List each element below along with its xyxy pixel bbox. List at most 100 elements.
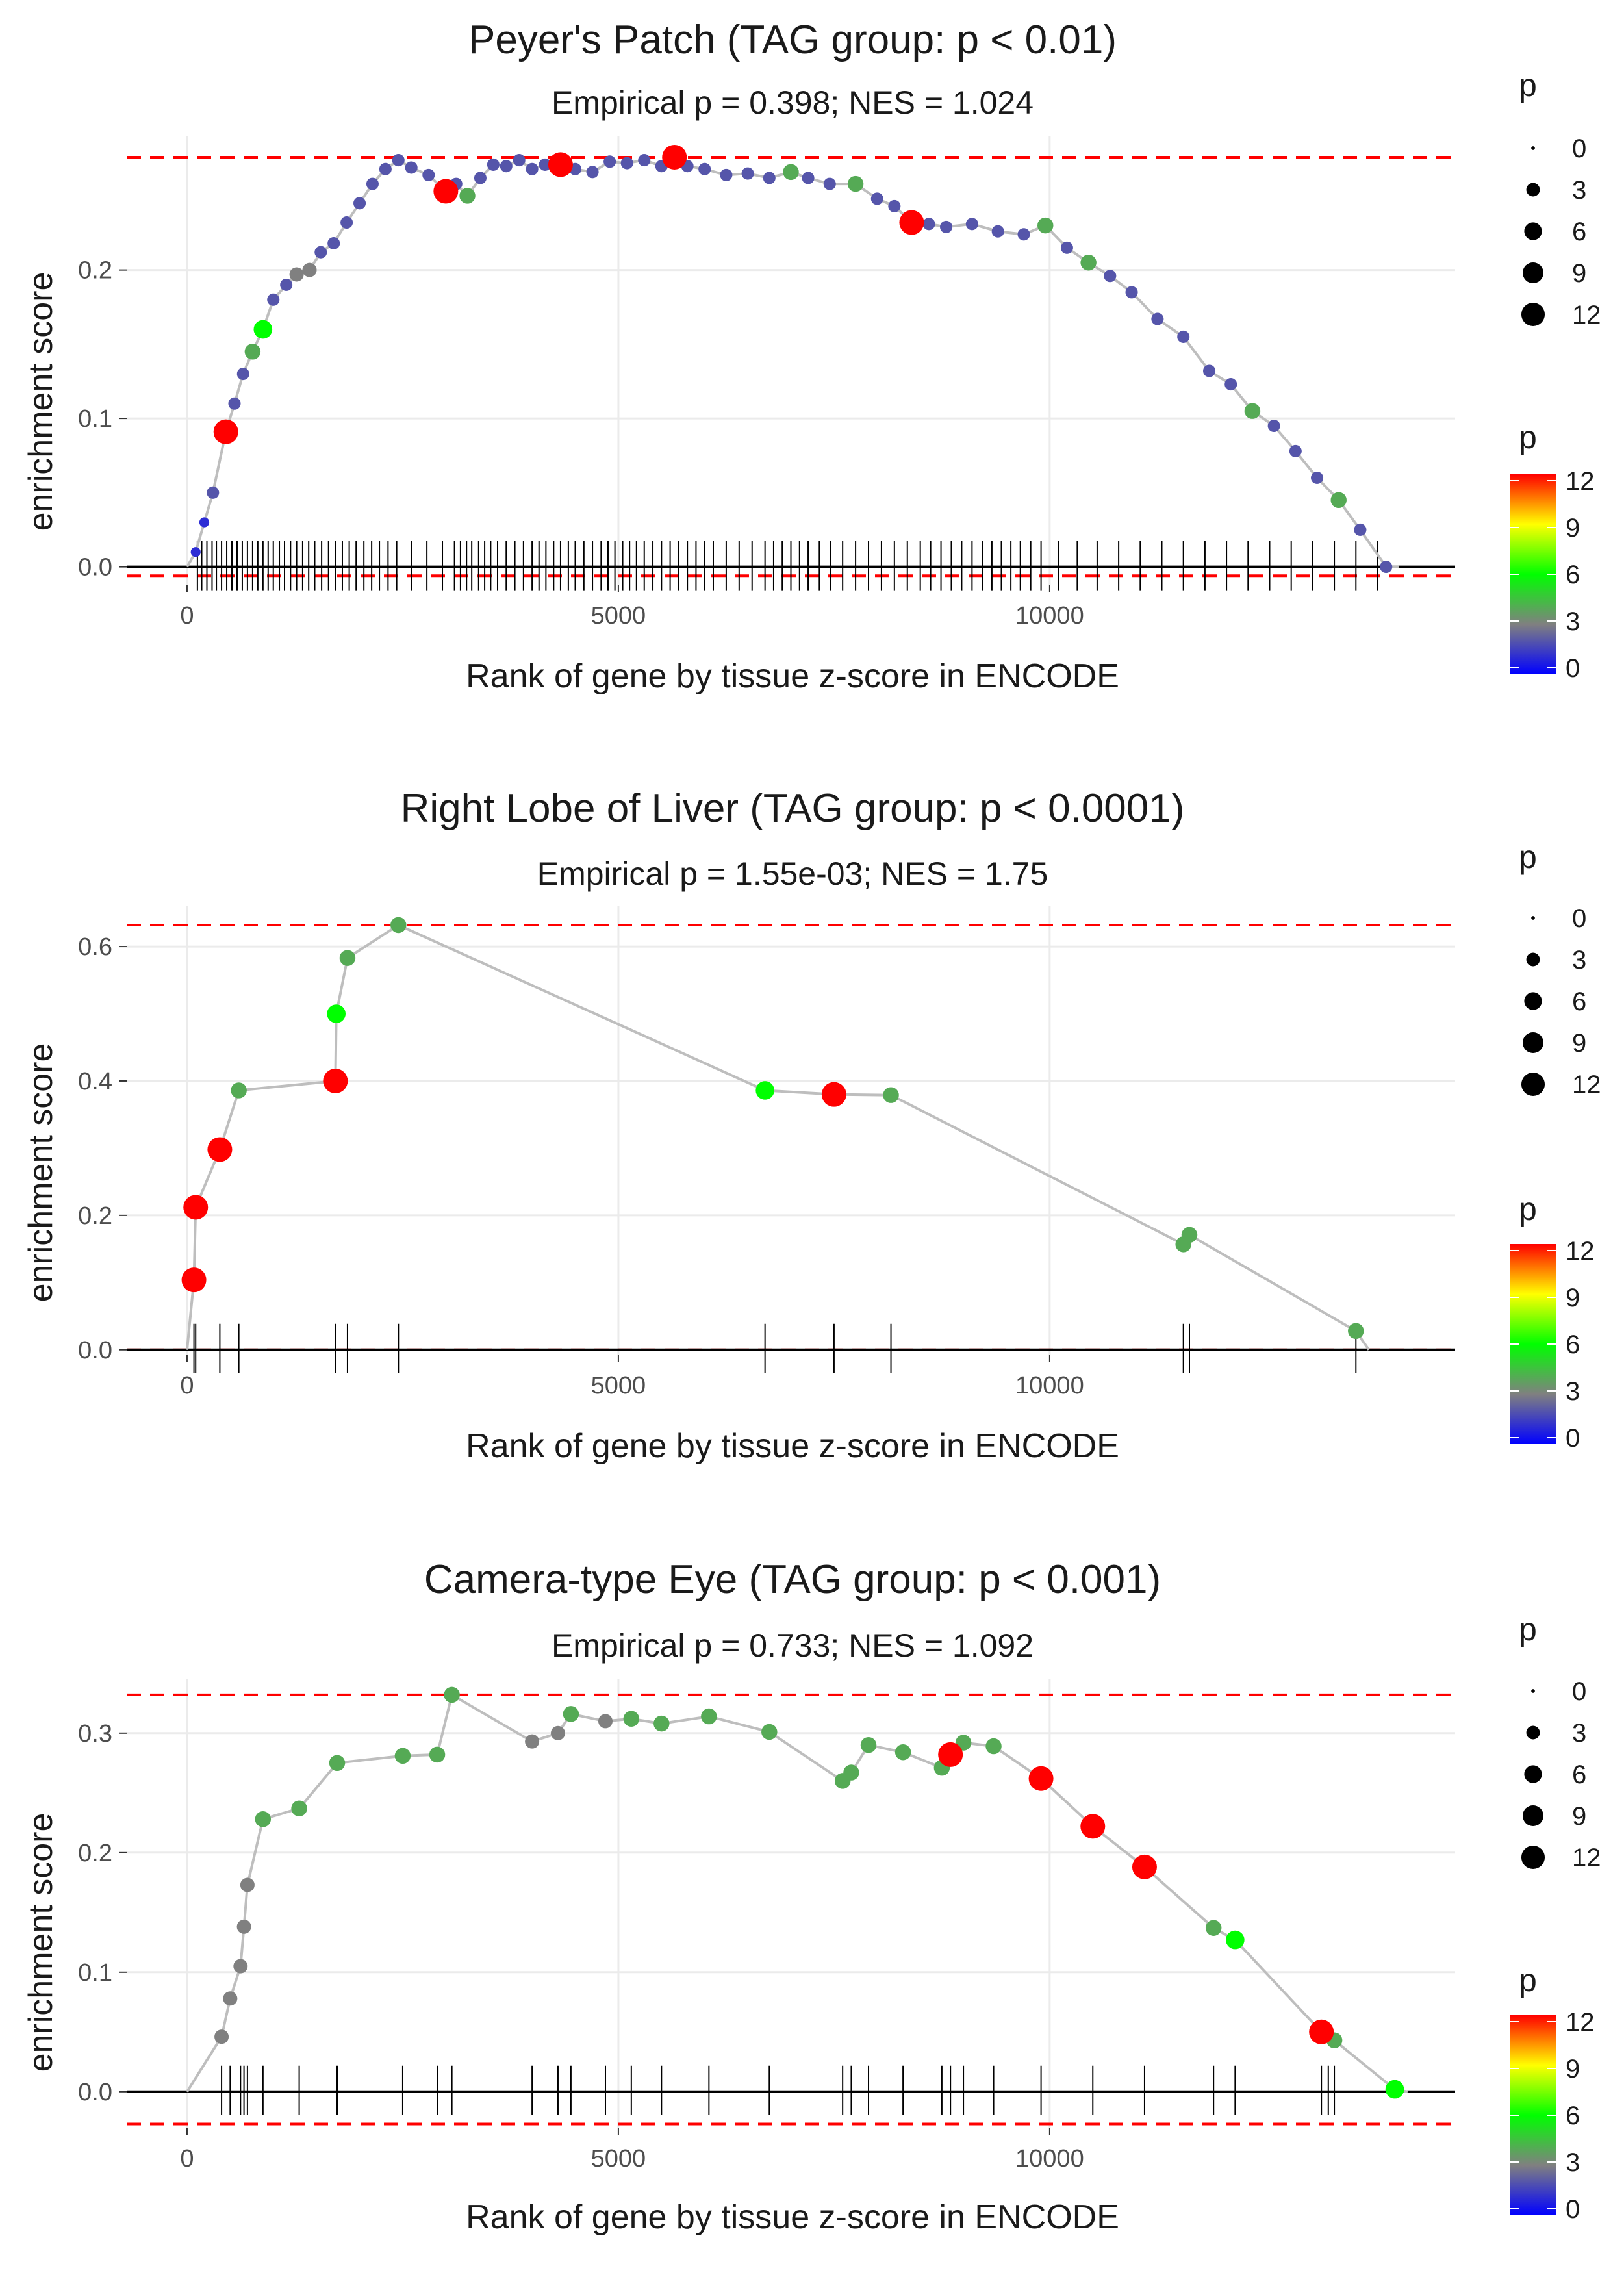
enrichment-point bbox=[223, 1991, 238, 2006]
enrichment-point bbox=[662, 144, 687, 170]
enrichment-point bbox=[843, 1764, 859, 1781]
panel-title: Right Lobe of Liver (TAG group: p < 0.00… bbox=[401, 786, 1185, 831]
enrichment-point bbox=[353, 197, 366, 210]
panel-right-lobe-of-liver: Right Lobe of Liver (TAG group: p < 0.00… bbox=[22, 786, 1601, 1465]
panel-subtitle: Empirical p = 0.733; NES = 1.092 bbox=[552, 1627, 1034, 1664]
x-tick-label: 0 bbox=[180, 602, 194, 630]
enrichment-point bbox=[231, 1082, 247, 1099]
enrichment-point bbox=[586, 166, 599, 179]
enrichment-point bbox=[236, 368, 249, 381]
enrichment-point bbox=[433, 179, 459, 204]
size-legend-title: p bbox=[1519, 1611, 1537, 1647]
enrichment-point bbox=[550, 1725, 565, 1740]
y-tick-label: 0.0 bbox=[78, 554, 112, 581]
enrichment-point bbox=[244, 344, 261, 360]
enrichment-point bbox=[340, 216, 353, 229]
enrichment-point bbox=[1354, 523, 1367, 536]
size-legend-title: p bbox=[1519, 839, 1537, 875]
size-legend-dot bbox=[1531, 1689, 1535, 1693]
color-legend: 12 9 6 3 0 bbox=[1510, 467, 1595, 683]
enrichment-point bbox=[1104, 270, 1117, 283]
enrichment-point bbox=[922, 218, 935, 231]
panel-subtitle: Empirical p = 0.398; NES = 1.024 bbox=[552, 84, 1034, 121]
size-legend-label: 9 bbox=[1572, 1802, 1586, 1831]
enrichment-point bbox=[1177, 330, 1190, 343]
enrichment-point bbox=[280, 278, 293, 292]
enrichment-point bbox=[255, 1811, 272, 1827]
color-legend-label: 12 bbox=[1566, 1237, 1595, 1266]
color-legend-title: p bbox=[1519, 1962, 1537, 1998]
enrichment-point bbox=[213, 419, 238, 444]
enrichment-point bbox=[1132, 1854, 1157, 1879]
plot-area: 0 5000 10000 0.0 0.1 0.2 0.3 bbox=[78, 1679, 1455, 2172]
enrichment-point bbox=[1151, 312, 1164, 325]
enrichment-point bbox=[548, 152, 573, 177]
x-tick-label: 0 bbox=[180, 1372, 194, 1399]
enrichment-point bbox=[487, 158, 500, 171]
panel-camera-type-eye: Camera-type Eye (TAG group: p < 0.001) E… bbox=[22, 1557, 1601, 2236]
color-legend-label: 0 bbox=[1566, 654, 1580, 683]
enrichment-point bbox=[327, 1004, 346, 1023]
size-legend-label: 0 bbox=[1572, 1677, 1586, 1706]
enrichment-point bbox=[291, 1800, 307, 1816]
enrichment-point bbox=[329, 1755, 346, 1772]
enrichment-point bbox=[1311, 471, 1324, 485]
color-legend-label: 12 bbox=[1566, 467, 1595, 496]
enrichment-point bbox=[539, 158, 552, 171]
y-tick-label: 0.6 bbox=[78, 934, 112, 961]
enrichment-point bbox=[302, 262, 317, 277]
enrichment-point bbox=[620, 157, 633, 170]
enrichment-point bbox=[638, 154, 651, 167]
size-legend-dot bbox=[1522, 1032, 1544, 1054]
enrichment-point bbox=[1309, 2019, 1334, 2044]
size-legend-label: 0 bbox=[1572, 904, 1586, 933]
enrichment-point bbox=[327, 236, 340, 250]
enrichment-point bbox=[563, 1706, 579, 1722]
plot-area: 0 5000 10000 0.0 0.1 0.2 bbox=[78, 136, 1455, 630]
enrichment-point bbox=[755, 1081, 774, 1100]
color-legend-label: 9 bbox=[1566, 514, 1580, 542]
size-legend-dot bbox=[1521, 302, 1545, 327]
enrichment-point bbox=[379, 162, 392, 175]
color-legend-label: 6 bbox=[1566, 561, 1580, 589]
enrichment-point bbox=[1267, 419, 1280, 433]
size-legend-label: 9 bbox=[1572, 259, 1586, 288]
enrichment-point bbox=[444, 1686, 460, 1703]
size-legend: 0 3 6 9 12 bbox=[1521, 134, 1601, 329]
enrichment-point bbox=[1330, 492, 1347, 509]
enrichment-point bbox=[985, 1738, 1002, 1755]
enrichment-point bbox=[1017, 228, 1030, 241]
color-legend-label: 6 bbox=[1566, 1330, 1580, 1359]
size-legend-dot bbox=[1522, 262, 1544, 284]
enrichment-point bbox=[289, 267, 304, 282]
enrichment-point bbox=[698, 162, 711, 175]
size-legend-label: 6 bbox=[1572, 1761, 1586, 1789]
enrichment-point bbox=[761, 1724, 778, 1740]
size-legend-dot bbox=[1521, 1072, 1545, 1097]
enrichment-point bbox=[720, 168, 733, 181]
enrichment-point bbox=[228, 397, 241, 410]
panel-subtitle: Empirical p = 1.55e-03; NES = 1.75 bbox=[537, 856, 1048, 892]
enrichment-point bbox=[500, 160, 513, 173]
enrichment-point bbox=[525, 1734, 540, 1749]
enrichment-point bbox=[323, 1068, 348, 1093]
x-axis-label: Rank of gene by tissue z-score in ENCODE bbox=[466, 2198, 1119, 2236]
x-axis-label: Rank of gene by tissue z-score in ENCODE bbox=[466, 657, 1119, 695]
enrichment-point bbox=[623, 1711, 640, 1727]
enrichment-point bbox=[513, 154, 526, 167]
size-legend-dot bbox=[1524, 1765, 1542, 1783]
x-tick-label: 5000 bbox=[591, 2145, 646, 2172]
enrichment-point bbox=[1060, 241, 1073, 254]
enrichment-point bbox=[802, 172, 815, 184]
enrichment-point bbox=[394, 1748, 411, 1764]
enrichment-point bbox=[1289, 444, 1302, 457]
enrichment-point bbox=[1226, 1930, 1245, 1950]
color-legend-label: 3 bbox=[1566, 607, 1580, 636]
enrichment-point bbox=[1203, 364, 1216, 377]
enrichment-point bbox=[526, 162, 539, 175]
y-tick-label: 0.4 bbox=[78, 1068, 112, 1095]
enrichment-point bbox=[741, 167, 754, 180]
enrichment-point bbox=[267, 293, 280, 306]
color-legend: 12 9 6 3 0 bbox=[1510, 2008, 1595, 2224]
